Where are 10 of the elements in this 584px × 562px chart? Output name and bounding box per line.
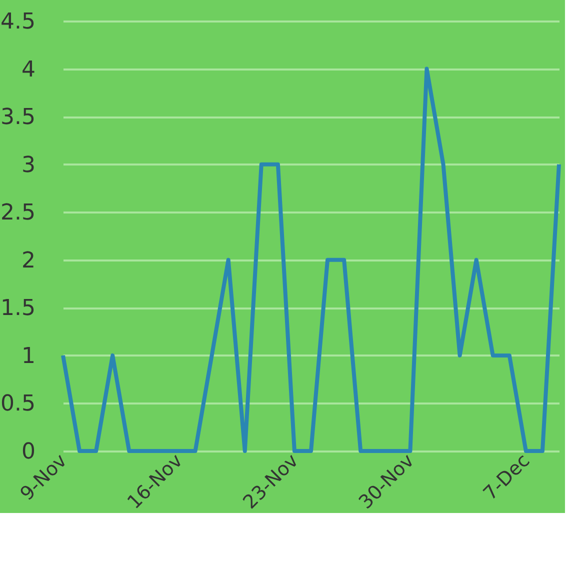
y-tick-label: 2.5	[0, 200, 36, 226]
y-tick-label: 1.5	[0, 296, 36, 322]
y-tick-label: 2	[22, 248, 36, 274]
y-tick-label: 4.5	[0, 10, 36, 34]
line-series	[61, 66, 561, 453]
y-tick-label: 4	[22, 57, 36, 82]
y-tick-label: 0.5	[0, 392, 36, 417]
y-tick-label: 3.5	[0, 105, 36, 130]
y-tick-label: 1	[22, 344, 36, 369]
y-tick-label: 3	[22, 152, 36, 178]
